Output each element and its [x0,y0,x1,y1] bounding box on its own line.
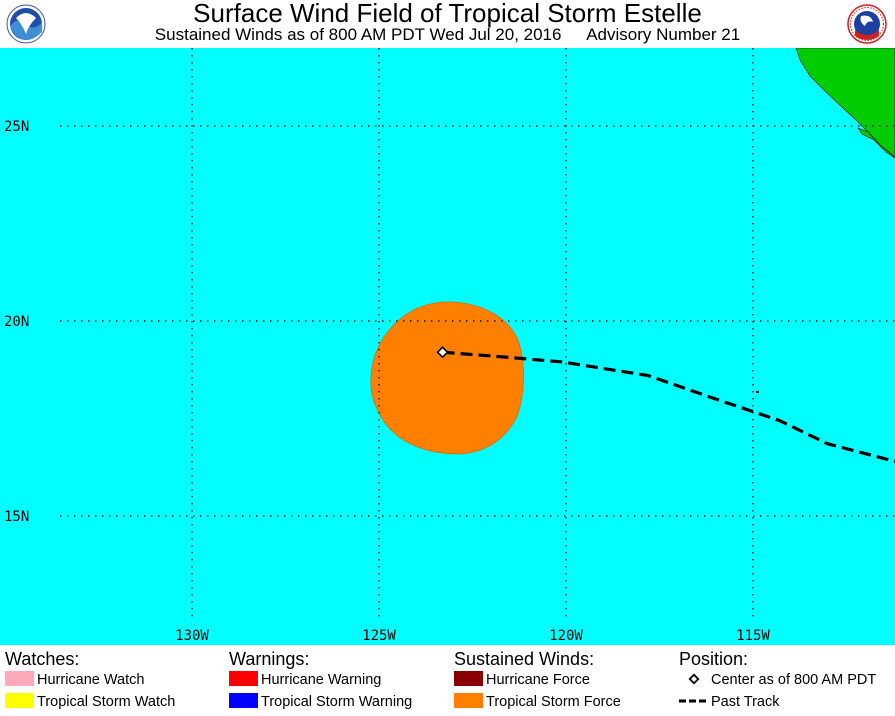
wind-field-map: 25N 20N 15N 130W 125W 120W 115W [0,48,895,645]
hurricane-watch-swatch [5,671,34,686]
longitude-labels: 130W 125W 120W 115W [175,628,770,644]
legend-label: Past Track [711,694,780,710]
legend-label: Tropical Storm Warning [261,694,413,710]
map-title: Surface Wind Field of Tropical Storm Est… [193,0,702,28]
subtitle-advisory: Advisory Number 21 [586,25,741,44]
legend-label: Tropical Storm Watch [37,694,176,710]
legend-heading-position: Position: [679,649,749,669]
map-subtitle: Sustained Winds as of 800 AM PDT Wed Jul… [0,25,895,45]
legend-item-tropical-storm-warning: Tropical Storm Warning [229,692,412,712]
lon-label-120w: 120W [549,628,583,644]
lat-label-15n: 15N [4,509,29,525]
legend-heading-warnings: Warnings: [229,649,310,669]
legend-label: Tropical Storm Force [486,694,621,710]
legend-heading-watches: Watches: [5,649,80,669]
legend-item-center: Center as of 800 AM PDT [679,670,876,690]
lat-lon-grid [60,48,895,620]
tropical-storm-force-wind-area [370,301,524,455]
lat-label-20n: 20N [4,314,29,330]
legend-item-tropical-storm-force: Tropical Storm Force [454,692,621,712]
small-island-mark [756,391,759,393]
latitude-labels: 25N 20N 15N [4,119,29,525]
lon-label-125w: 125W [362,628,396,644]
legend-heading-winds: Sustained Winds: [454,649,595,669]
legend-item-past-track: Past Track [679,692,780,712]
baja-california-land-lower [857,127,895,159]
hurricane-force-swatch [454,671,483,686]
lat-label-25n: 25N [4,119,29,135]
legend-label: Hurricane Warning [261,672,382,688]
lon-label-115w: 115W [736,628,770,644]
baja-california-land [795,48,895,158]
legend-item-hurricane-force: Hurricane Force [454,670,590,690]
hurricane-warning-swatch [229,671,258,686]
legend-item-hurricane-watch: Hurricane Watch [5,670,144,690]
tropical-storm-force-swatch [454,693,483,708]
subtitle-valid-time: Sustained Winds as of 800 AM PDT Wed Jul… [154,25,562,44]
tropical-storm-watch-swatch [5,693,34,708]
legend-warnings: Warnings: Hurricane Warning Tropical Sto… [229,648,412,710]
past-track-line [442,350,895,464]
legend-label: Hurricane Force [486,672,590,688]
legend-item-hurricane-warning: Hurricane Warning [229,670,381,690]
legend-position: Position: Center as of 800 AM PDT Past T… [679,648,876,710]
legend: Watches: Hurricane Watch Tropical Storm … [0,648,895,716]
legend-label: Hurricane Watch [37,672,145,688]
lon-label-130w: 130W [175,628,209,644]
tropical-storm-warning-swatch [229,693,258,708]
dashed-line-icon [679,692,708,712]
legend-item-tropical-storm-watch: Tropical Storm Watch [5,692,175,712]
legend-watches: Watches: Hurricane Watch Tropical Storm … [5,648,175,710]
nws-logo [847,4,887,44]
storm-center-diamond-icon [436,346,449,359]
noaa-logo [6,4,46,44]
legend-label: Center as of 800 AM PDT [711,672,877,688]
legend-sustained-winds: Sustained Winds: Hurricane Force Tropica… [454,648,621,710]
diamond-icon [679,670,708,690]
